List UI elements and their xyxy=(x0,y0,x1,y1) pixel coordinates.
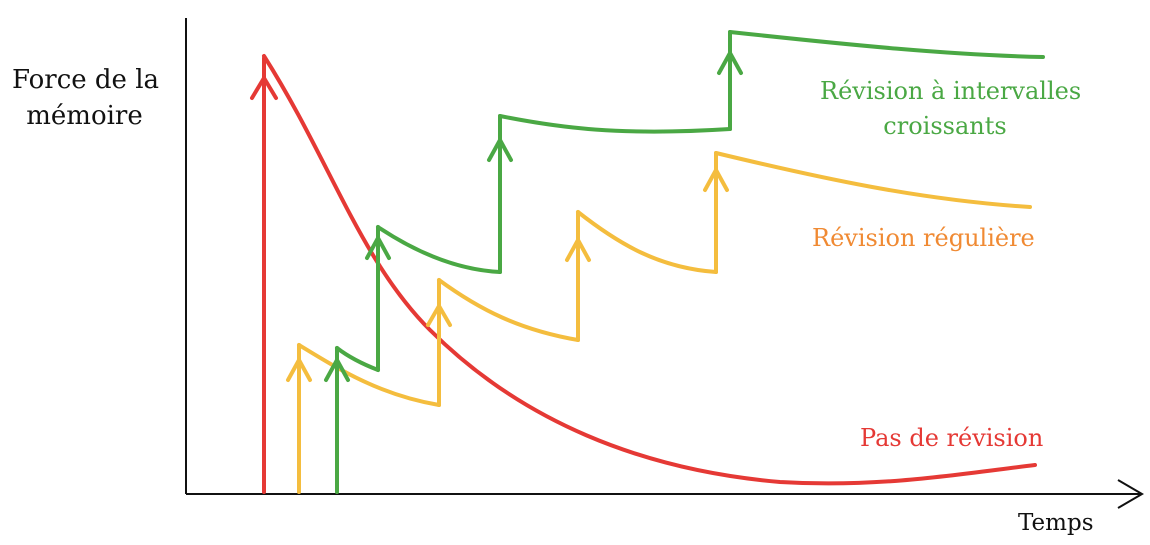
label-no-review: Pas de révision xyxy=(860,424,1044,452)
y-axis-label-line2: mémoire xyxy=(26,101,143,131)
y-axis-label: Force de la mémoire xyxy=(12,62,160,134)
yellow-arrowhead-3 xyxy=(565,238,591,262)
label-spaced-review-line2: croissants xyxy=(883,112,1007,140)
yellow-arrowhead-4 xyxy=(703,168,729,192)
x-axis-label: Temps xyxy=(1018,510,1094,536)
yellow-arrowhead-2 xyxy=(426,304,452,327)
curve-no-review xyxy=(250,54,1037,494)
green-decay-3 xyxy=(498,114,732,134)
green-arrowhead-2 xyxy=(365,236,391,260)
label-spaced-review: Révision à intervalles croissants xyxy=(820,74,1082,144)
yellow-decay-3 xyxy=(576,210,718,274)
yellow-decay-2 xyxy=(437,278,580,342)
green-decay-1 xyxy=(335,346,380,372)
green-decay-2 xyxy=(376,225,502,274)
label-spaced-review-line1: Révision à intervalles xyxy=(820,77,1082,105)
curve-spaced-review xyxy=(324,30,1045,494)
green-arrowhead-4 xyxy=(717,51,743,75)
label-regular-review: Révision régulière xyxy=(812,224,1035,252)
red-arrowhead xyxy=(250,76,278,100)
yellow-decay-4 xyxy=(714,151,1032,209)
red-decay-curve xyxy=(262,54,1037,486)
yellow-arrowhead-1 xyxy=(286,358,312,382)
green-arrowhead-3 xyxy=(487,138,513,162)
x-axis-arrowhead xyxy=(1117,479,1144,509)
green-decay-4 xyxy=(728,30,1045,59)
curve-regular-review xyxy=(286,151,1032,494)
green-arrowhead-1 xyxy=(324,358,350,382)
y-axis-label-line1: Force de la xyxy=(12,65,160,95)
yellow-decay-1 xyxy=(297,343,441,407)
